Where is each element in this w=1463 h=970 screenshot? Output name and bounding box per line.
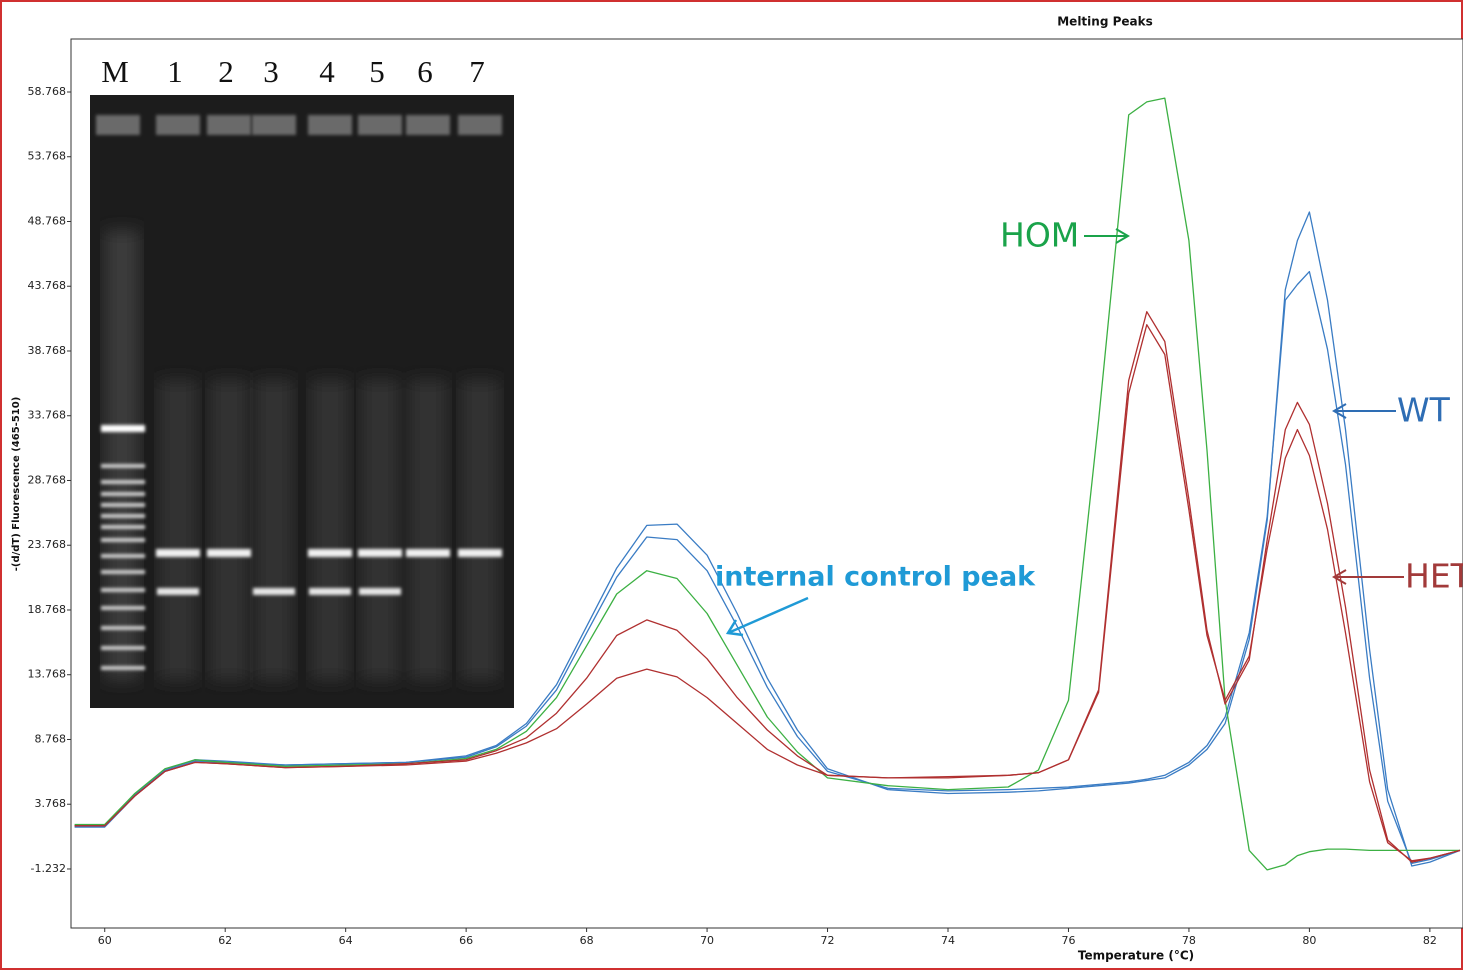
gel-ladder-band — [101, 646, 145, 650]
y-tick-label: 8.768 — [35, 732, 67, 745]
y-tick-label: 18.768 — [28, 603, 67, 616]
axes: -1.232 3.768 8.768 13.768 18.768 23.768 28.768… — [28, 85, 1437, 947]
lane-label: 3 — [263, 54, 279, 89]
gel-smear — [408, 380, 448, 680]
y-tick-label: 3.768 — [35, 797, 67, 810]
gel-well — [406, 115, 450, 135]
gel-ladder-band — [101, 514, 145, 518]
annotation-arrowhead — [1332, 403, 1347, 419]
gel-well — [458, 115, 502, 135]
x-tick-label: 62 — [218, 934, 232, 947]
gel-ladder-band — [101, 554, 145, 558]
annotation-arrowhead — [1332, 569, 1347, 585]
y-tick-label: 28.768 — [28, 473, 67, 486]
gel-ladder-band — [101, 666, 145, 670]
series-line — [74, 324, 1461, 862]
lane-label: 1 — [167, 54, 183, 89]
x-tick-label: 60 — [98, 934, 112, 947]
y-axis-label: -(d/dT) Fluorescence (465-510) — [11, 397, 22, 572]
annotation-arrowhead — [725, 619, 744, 637]
x-tick-label: 72 — [821, 934, 835, 947]
gel-well — [96, 115, 140, 135]
gel-ladder-band — [101, 606, 145, 610]
gel-ladder-band — [101, 492, 145, 496]
y-tick-label: 48.768 — [28, 214, 67, 227]
lane-label: 5 — [369, 54, 385, 89]
gel-band — [359, 588, 401, 595]
gel-ladder-band — [101, 538, 145, 542]
lane-label: 2 — [218, 54, 234, 89]
gel-smear — [460, 380, 500, 680]
y-tick-label: 13.768 — [28, 668, 67, 681]
y-tick-label: 58.768 — [28, 85, 67, 98]
gel-smear — [310, 380, 350, 680]
lane-label: 4 — [319, 54, 335, 89]
gel-band — [253, 588, 295, 595]
lane-label: M — [101, 54, 129, 89]
y-tick-label: 33.768 — [28, 409, 67, 422]
series-line — [74, 270, 1461, 865]
gel-band — [458, 549, 502, 557]
gel-ladder-band — [101, 464, 145, 468]
gel-band — [406, 549, 450, 557]
y-tick-label: -1.232 — [31, 862, 66, 875]
gel-ladder-band — [101, 425, 145, 432]
annotation-arrow — [727, 596, 809, 635]
chart-title: Melting Peaks — [1057, 15, 1153, 29]
gel-band — [157, 588, 199, 595]
gel-well — [207, 115, 251, 135]
gel-smear — [158, 380, 198, 680]
annotation-hom: HOM — [1000, 216, 1079, 255]
gel-ladder-band — [101, 503, 145, 507]
gel-well — [308, 115, 352, 135]
gel-band — [358, 549, 402, 557]
y-tick-label: 38.768 — [28, 344, 67, 357]
gel-band — [309, 588, 351, 595]
gel-image — [90, 95, 514, 708]
lane-label: 6 — [417, 54, 433, 89]
annotation-arrowhead — [1115, 228, 1130, 244]
x-tick-label: 80 — [1302, 934, 1316, 947]
annotations: HOM WT HET internal control peak — [715, 216, 1463, 637]
gel-band — [156, 549, 200, 557]
gel-band — [207, 549, 251, 557]
gel-smear — [254, 380, 294, 680]
x-tick-label: 66 — [459, 934, 473, 947]
gel-ladder-band — [101, 525, 145, 529]
y-tick-label: 43.768 — [28, 279, 67, 292]
gel-well — [156, 115, 200, 135]
gel-ladder-band — [101, 588, 145, 592]
gel-ladder-smear — [104, 230, 140, 680]
gel-well — [358, 115, 402, 135]
annotation-het: HET — [1405, 557, 1463, 596]
series-group — [74, 97, 1461, 871]
x-tick-label: 76 — [1061, 934, 1075, 947]
gel-ladder-band — [101, 626, 145, 630]
annotation-internal-control: internal control peak — [715, 562, 1036, 593]
gel-well — [252, 115, 296, 135]
gel-ladder-band — [101, 570, 145, 574]
x-tick-label: 68 — [580, 934, 594, 947]
x-tick-label: 64 — [339, 934, 353, 947]
x-tick-label: 70 — [700, 934, 714, 947]
x-tick-label: 74 — [941, 934, 955, 947]
gel-ladder-band — [101, 480, 145, 484]
x-tick-label: 82 — [1423, 934, 1437, 947]
gel-band — [308, 549, 352, 557]
x-axis-label: Temperature (°C) — [1078, 949, 1194, 963]
gel-smear — [209, 380, 249, 680]
y-tick-label: 53.768 — [28, 150, 67, 163]
lane-label: 7 — [469, 54, 485, 89]
y-tick-label: 23.768 — [28, 538, 67, 551]
gel-smear — [360, 380, 400, 680]
annotation-wt: WT — [1397, 391, 1451, 430]
x-tick-label: 78 — [1182, 934, 1196, 947]
